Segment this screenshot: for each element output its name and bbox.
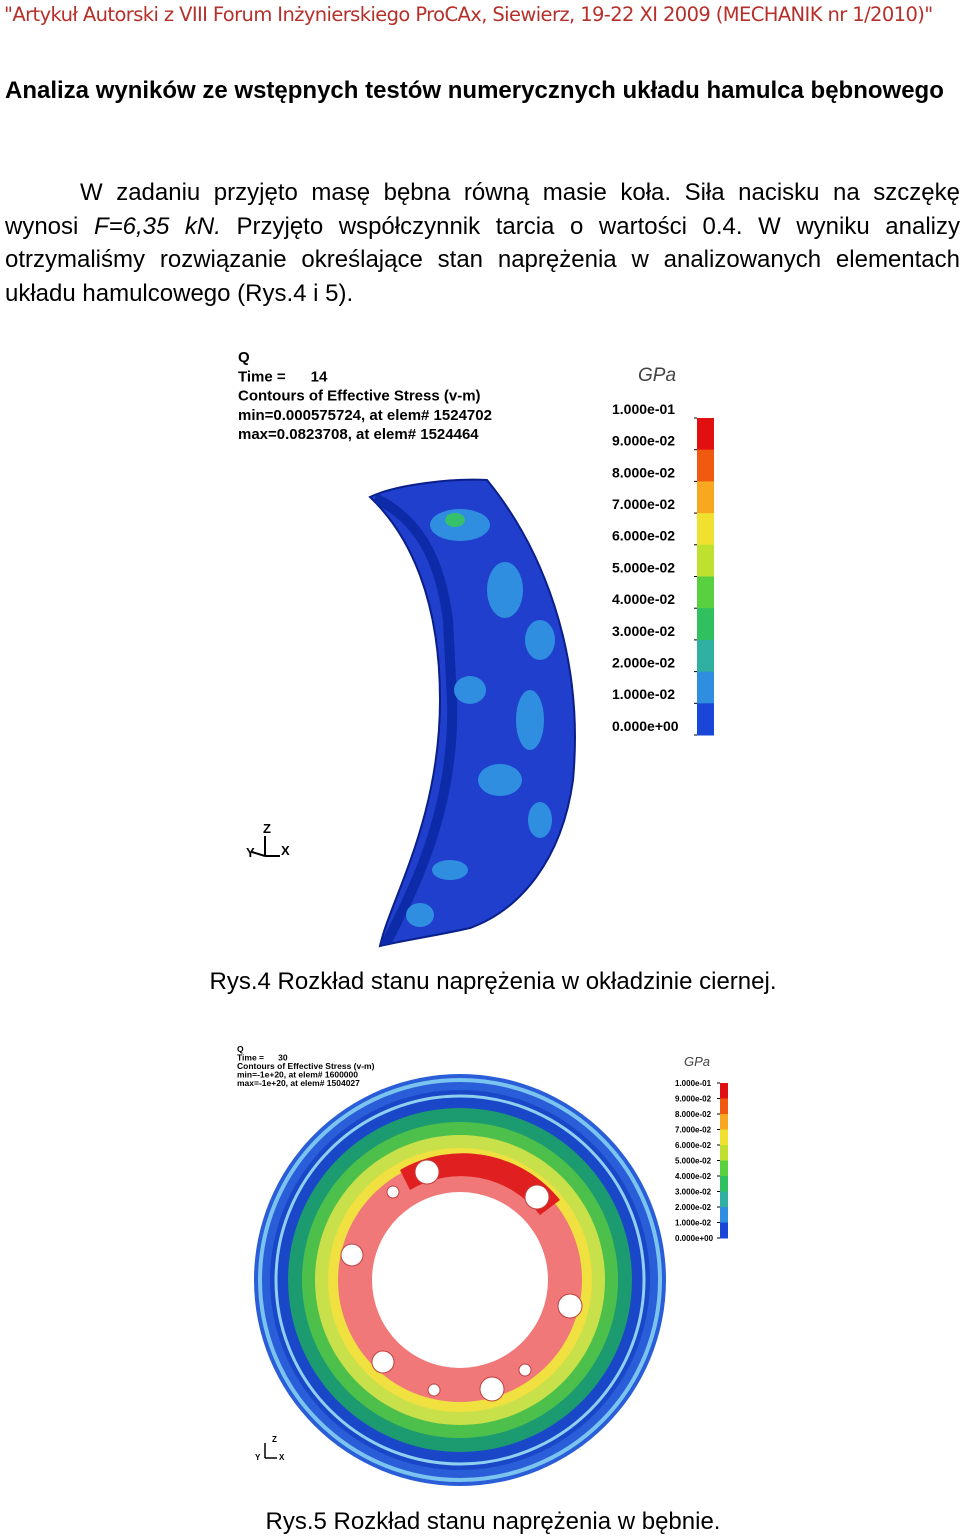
colorbar-segment [697,608,714,641]
legend-label: 1.000e-02 [612,686,675,702]
figure-caption: Rys.4 Rozkład stanu naprężenia w okładzi… [209,968,777,995]
legend-label: 2.000e-02 [675,1203,712,1212]
colorbar-segment [720,1160,728,1177]
colorbar-segment [697,418,714,451]
legend-label: 5.000e-02 [675,1156,712,1165]
legend-label: 3.000e-02 [612,623,675,639]
page-header: "Artykuł Autorski z VIII Forum Inżyniers… [4,3,933,26]
colorbar-segment [697,544,714,577]
colorbar-segment [720,1129,728,1146]
axis-label: X [279,1453,285,1462]
legend-unit: GPa [638,365,676,386]
colorbar-segment [697,449,714,482]
paragraph: W zadaniu przyjęto masę bębna równą masi… [5,176,960,310]
colorbar-segment [720,1176,728,1192]
legend-label: 0.000e+00 [675,1234,714,1243]
legend-label: 6.000e-02 [675,1141,712,1150]
legend-label: 2.000e-02 [612,655,675,671]
figure-info: min=0.000575724, at elem# 1524702 [238,407,492,424]
colorbar-segment [720,1222,728,1239]
legend-label: 3.000e-02 [675,1187,712,1196]
figure-info: max=-1e+20, at elem# 1504027 [237,1078,360,1088]
figure-info: Time = 30 [237,1053,288,1063]
axis-label: Y [246,845,255,860]
brake-drum [254,1074,666,1486]
brake-shoe [368,478,576,948]
figure-info: min=-1e+20, at elem# 1600000 [237,1070,358,1080]
colorbar-segment [697,671,714,704]
legend-unit: GPa [684,1054,710,1069]
axis-label: Z [263,821,271,836]
legend-label: 6.000e-02 [612,528,675,544]
colorbar-segment [720,1207,728,1223]
text: W zadaniu przyjęto masę bębna równą masi… [5,179,960,240]
legend-label: 7.000e-02 [612,496,675,512]
figure-info: max=0.0823708, at elem# 1524464 [238,426,479,443]
legend-label: 7.000e-02 [675,1125,712,1134]
section-heading: Analiza wyników ze wstępnych testów nume… [5,77,944,104]
colorbar-segment [697,513,714,546]
figure-info: Time = 14 [238,368,328,385]
legend-label: 1.000e-02 [675,1218,712,1227]
legend-label: 1.000e-01 [612,401,675,417]
colorbar-segment [720,1145,728,1161]
colorbar-segment [697,639,714,673]
legend-label: 8.000e-02 [612,464,675,480]
colorbar-segment [720,1098,728,1115]
colorbar-segment [697,703,714,736]
axis-label: X [281,843,290,858]
legend-label: 1.000e-01 [675,1079,712,1088]
legend-label: 5.000e-02 [612,559,675,575]
figure-info: Q [238,349,250,366]
legend-label: 9.000e-02 [675,1094,712,1103]
figure-info: Q [237,1044,244,1054]
legend-label: 0.000e+00 [612,718,679,734]
formula: F=6,35 kN. [93,212,221,240]
legend-label: 4.000e-02 [612,591,675,607]
figure-info: Contours of Effective Stress (v-m) [238,388,481,405]
axis-triad [264,1443,277,1459]
legend-label: 9.000e-02 [612,433,675,449]
text: Przyjęto współczynnik tarcia o wartości … [5,212,960,307]
axis-triad [251,836,280,857]
legend-label: 4.000e-02 [675,1172,712,1181]
figure-caption: Rys.5 Rozkład stanu naprężenia w bębnie. [265,1508,721,1535]
colorbar-segment [720,1114,728,1130]
colorbar-segment [697,481,714,514]
axis-label: Y [255,1453,261,1462]
colorbar-segment [720,1191,728,1208]
axis-label: Z [272,1435,277,1444]
colorbar-segment [720,1083,728,1099]
legend-label: 8.000e-02 [675,1110,712,1119]
figure-info: Contours of Effective Stress (v-m) [237,1061,375,1071]
colorbar-segment [697,576,714,609]
